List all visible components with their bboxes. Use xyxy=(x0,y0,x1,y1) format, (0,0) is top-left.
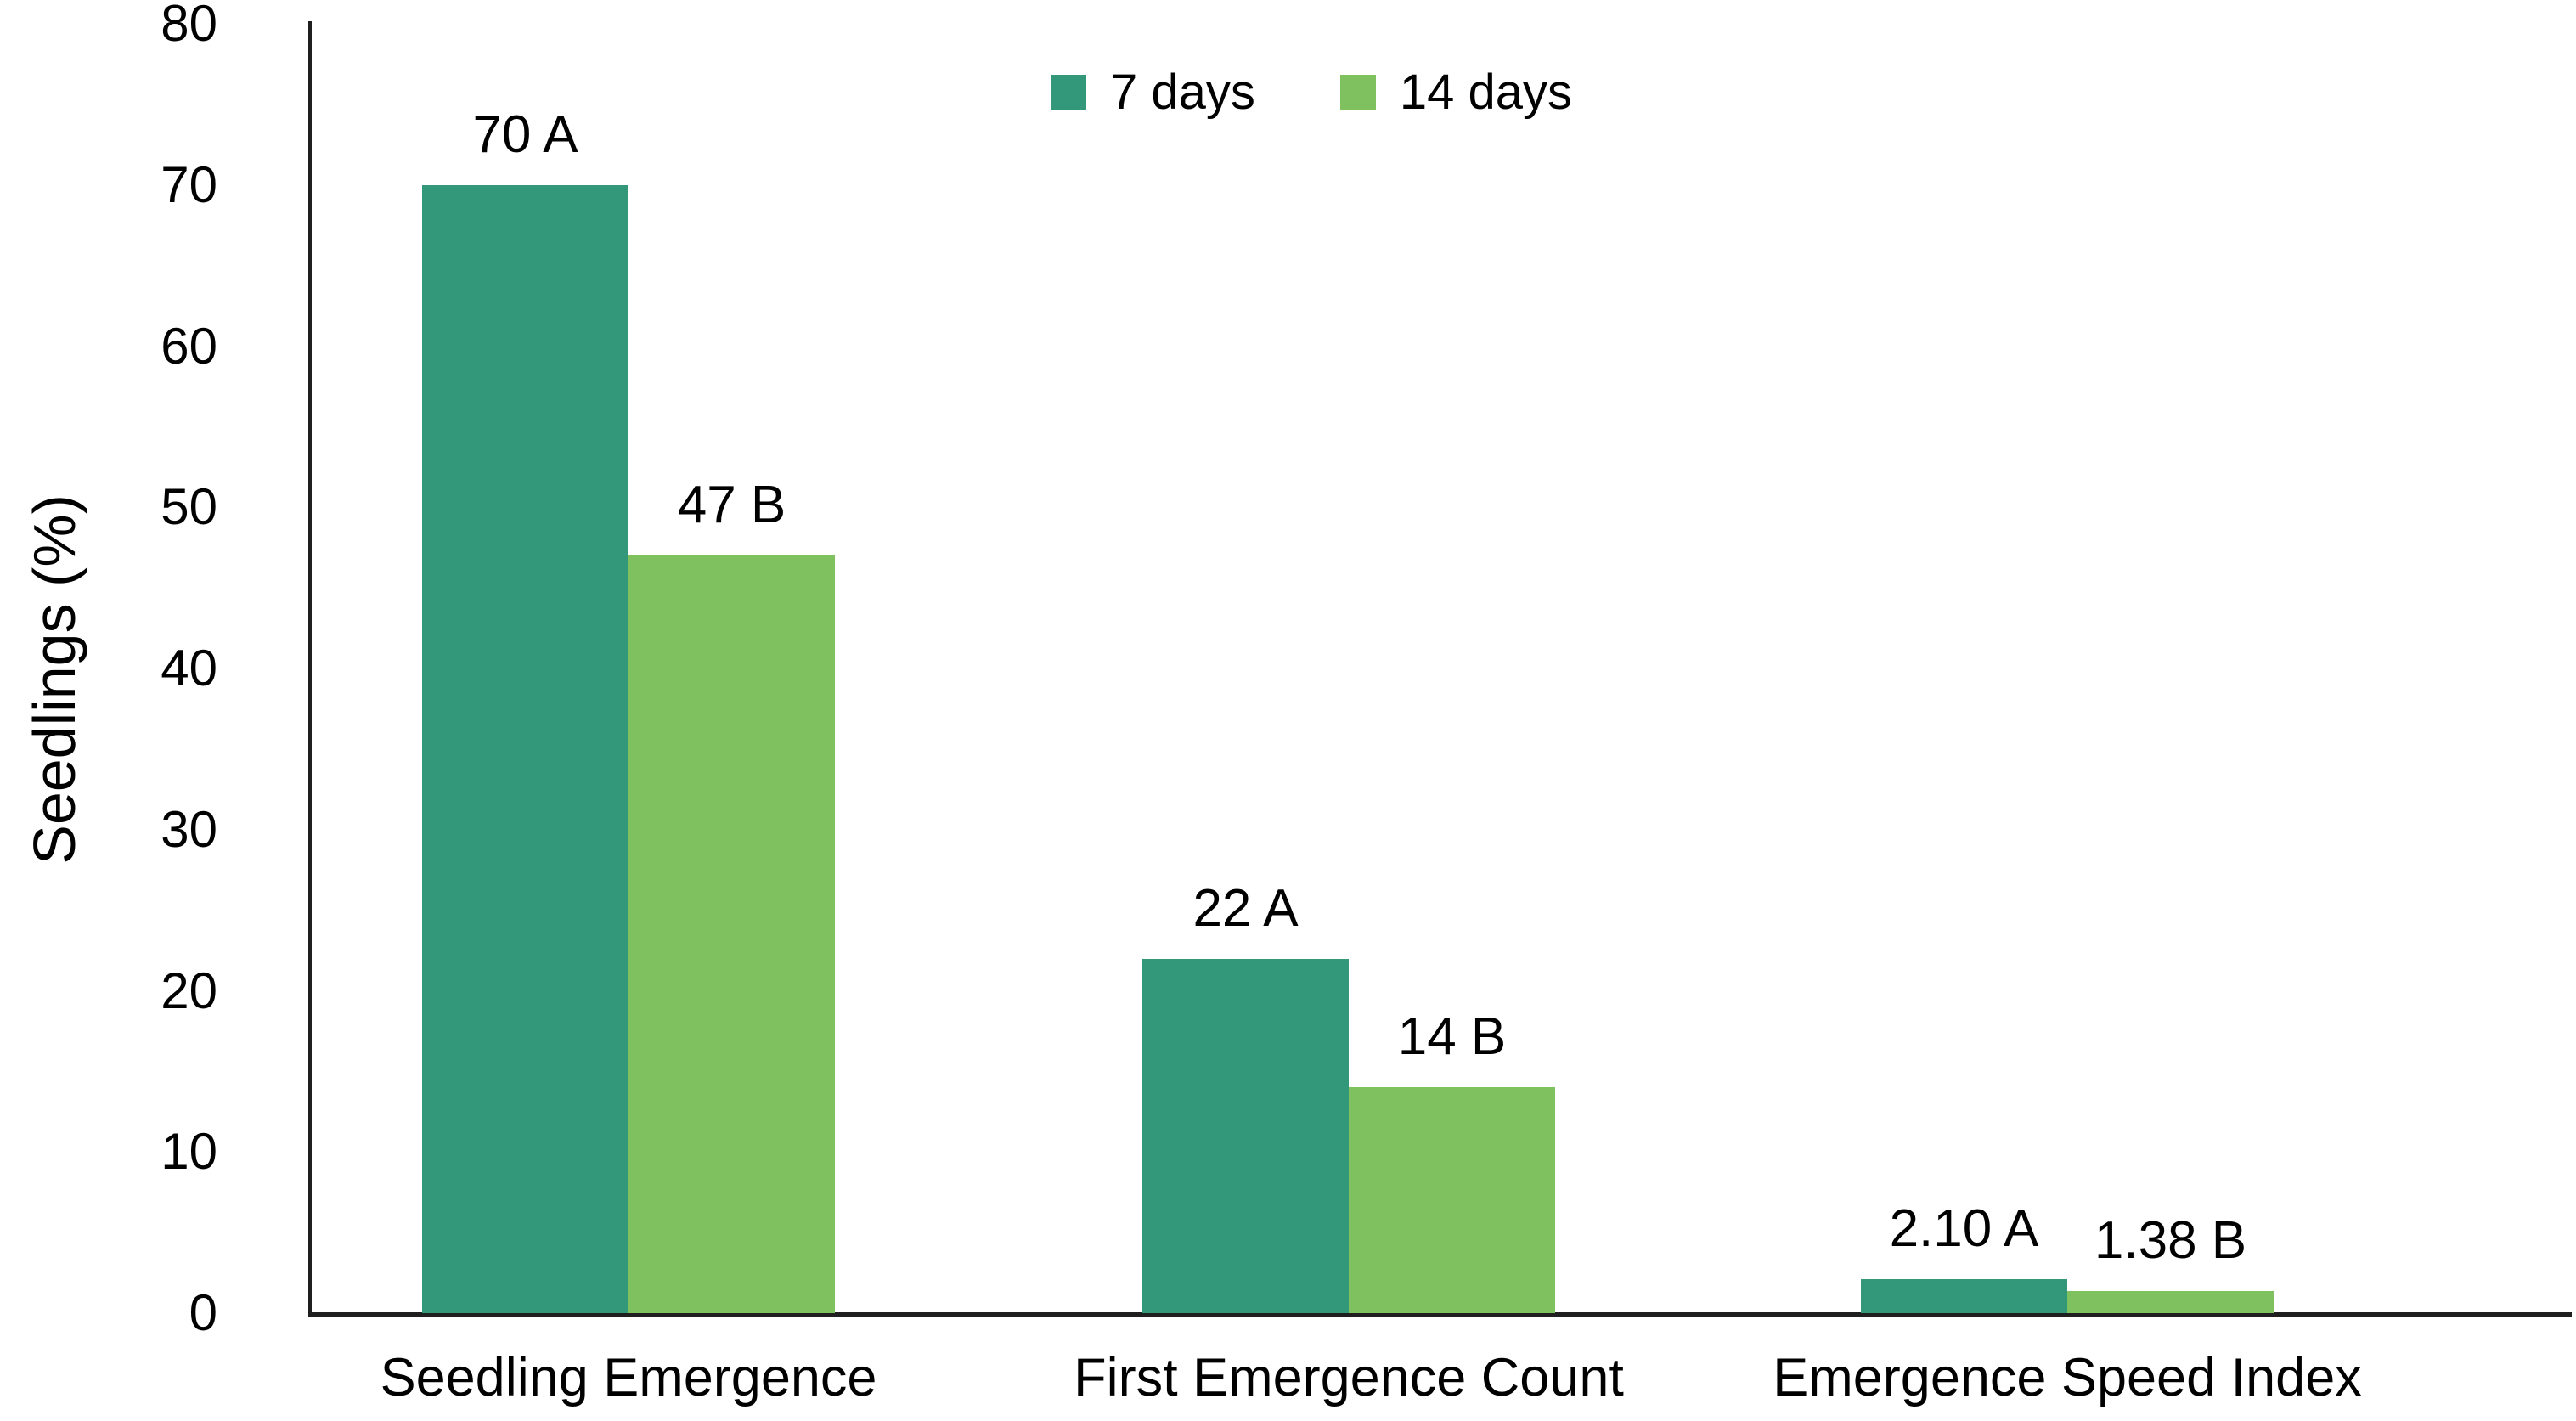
bar-label-7-days-emergence-speed-index: 2.10 A xyxy=(1889,1199,2039,1259)
bar-14-days-emergence-speed-index xyxy=(2067,1290,2274,1313)
x-category-label-seedling-emergence: Seedling Emergence xyxy=(380,1348,877,1407)
bar-7-days-emergence-speed-index xyxy=(1861,1279,2067,1313)
legend-swatch-7-days xyxy=(1051,75,1086,110)
x-axis-line xyxy=(308,1312,2572,1317)
bar-label-7-days-seedling-emergence: 70 A xyxy=(472,104,578,164)
y-tick-label: 50 xyxy=(161,478,217,536)
bar-14-days-seedling-emergence xyxy=(628,555,835,1313)
y-tick-label: 0 xyxy=(189,1284,217,1341)
y-tick-label: 40 xyxy=(161,640,217,696)
x-category-label-first-emergence-count: First Emergence Count xyxy=(1074,1348,1624,1407)
bar-label-14-days-emergence-speed-index: 1.38 B xyxy=(2094,1210,2247,1270)
y-tick-label: 60 xyxy=(161,317,217,375)
legend-swatch-14-days xyxy=(1339,75,1376,110)
legend: 7 days 14 days xyxy=(1051,68,1572,117)
bar-14-days-first-emergence-count xyxy=(1349,1087,1555,1313)
y-tick-label: 20 xyxy=(161,961,217,1019)
y-tick-label: 30 xyxy=(161,800,217,858)
bar-7-days-first-emergence-count xyxy=(1142,958,1349,1313)
legend-label-14-days: 14 days xyxy=(1399,65,1573,120)
bar-label-7-days-first-emergence-count: 22 A xyxy=(1192,878,1299,938)
y-tick-label: 80 xyxy=(161,0,217,52)
y-tick-label: 10 xyxy=(161,1123,217,1181)
bar-7-days-seedling-emergence xyxy=(422,184,628,1313)
y-tick-label: 70 xyxy=(161,155,217,213)
bar-label-14-days-first-emergence-count: 14 B xyxy=(1397,1007,1507,1067)
legend-item-14-days: 14 days xyxy=(1339,65,1573,120)
y-axis-line xyxy=(308,21,312,1316)
x-category-label-emergence-speed-index: Emergence Speed Index xyxy=(1773,1348,2362,1407)
legend-item-7-days: 7 days xyxy=(1051,68,1255,117)
bar-label-14-days-seedling-emergence: 47 B xyxy=(677,476,786,535)
legend-label-7-days: 7 days xyxy=(1110,65,1255,120)
